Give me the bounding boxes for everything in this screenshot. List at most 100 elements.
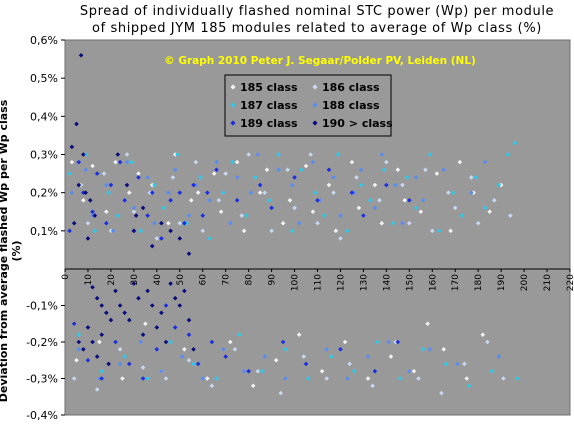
data-point — [78, 52, 84, 58]
data-point — [257, 182, 263, 188]
data-point — [223, 354, 228, 359]
data-point — [326, 167, 332, 173]
data-point — [87, 198, 93, 203]
data-point — [205, 190, 210, 195]
data-point — [273, 357, 279, 363]
data-point — [301, 354, 307, 359]
data-point — [372, 368, 378, 374]
data-point — [303, 361, 309, 367]
data-point — [413, 175, 419, 180]
data-point — [446, 190, 451, 195]
data-point — [207, 236, 212, 241]
data-point — [200, 376, 206, 381]
data-point — [120, 376, 125, 381]
data-point — [161, 205, 167, 211]
data-point — [124, 152, 130, 157]
data-point — [462, 361, 467, 367]
x-tick-label: 180 — [474, 274, 484, 291]
data-point — [283, 347, 288, 352]
data-point — [289, 228, 295, 234]
data-point — [473, 175, 479, 180]
data-point — [349, 159, 355, 165]
data-point — [145, 175, 150, 180]
y-tick-label: 0,5% — [30, 72, 58, 85]
data-point — [71, 376, 77, 381]
data-point — [182, 288, 187, 294]
data-point — [276, 152, 281, 157]
x-tick-label: 50 — [176, 274, 186, 286]
data-point — [195, 361, 201, 367]
data-point — [104, 182, 109, 188]
data-point — [90, 163, 95, 169]
data-point — [154, 236, 160, 241]
data-point — [207, 198, 212, 203]
data-point — [81, 152, 86, 157]
data-point — [67, 171, 72, 176]
data-point — [402, 198, 408, 203]
data-point — [420, 347, 426, 352]
data-point — [67, 228, 72, 234]
legend-label: 188 class — [322, 99, 380, 112]
data-point — [191, 347, 196, 352]
data-point — [287, 198, 293, 203]
x-tick-label: 150 — [405, 274, 415, 291]
data-point — [186, 332, 192, 337]
data-point — [138, 339, 144, 345]
data-point — [94, 387, 100, 392]
data-point — [140, 376, 146, 381]
data-point — [172, 167, 178, 173]
data-point — [145, 288, 150, 294]
data-point — [124, 159, 130, 165]
data-point — [241, 368, 247, 374]
data-point — [83, 167, 88, 173]
data-point — [170, 175, 176, 180]
data-point — [237, 332, 242, 337]
data-point — [122, 310, 127, 316]
data-point — [487, 209, 492, 215]
data-point — [90, 284, 95, 290]
data-point — [289, 182, 295, 188]
data-point — [260, 368, 265, 374]
data-point — [255, 152, 261, 157]
data-point — [188, 198, 194, 203]
y-tick-label: -0,3% — [26, 373, 58, 386]
data-point — [177, 303, 183, 308]
data-point — [434, 171, 440, 176]
data-point — [214, 376, 219, 381]
legend-label: 186 class — [322, 81, 380, 94]
chart-title-line-1: Spread of individually flashed nominal S… — [79, 4, 555, 19]
data-point — [136, 171, 141, 176]
data-point — [482, 205, 488, 211]
data-point — [264, 167, 270, 173]
data-point — [165, 190, 171, 195]
data-point — [308, 152, 313, 157]
data-point — [262, 190, 268, 195]
data-point — [335, 152, 341, 157]
data-point — [76, 339, 82, 345]
data-point — [168, 339, 173, 345]
data-point — [214, 167, 219, 173]
data-point — [443, 361, 449, 367]
data-point — [138, 228, 144, 234]
data-point — [299, 167, 304, 173]
data-point — [266, 198, 272, 203]
data-point — [319, 368, 325, 374]
data-point — [145, 376, 150, 381]
x-tick-label: 70 — [222, 274, 232, 286]
data-point — [413, 205, 419, 211]
data-point — [441, 347, 447, 352]
data-point — [262, 354, 268, 359]
data-point — [425, 321, 430, 327]
x-tick-label: 160 — [428, 274, 438, 291]
data-point — [436, 228, 442, 234]
data-point — [117, 361, 123, 367]
data-point — [74, 357, 79, 363]
data-point — [154, 325, 160, 330]
data-point — [450, 190, 456, 195]
data-point — [358, 182, 364, 188]
x-tick-label: 190 — [497, 274, 507, 291]
data-point — [501, 376, 506, 381]
y-tick-label: 0,2% — [30, 187, 58, 200]
x-tick-label: 40 — [153, 274, 163, 286]
data-point — [253, 175, 258, 180]
